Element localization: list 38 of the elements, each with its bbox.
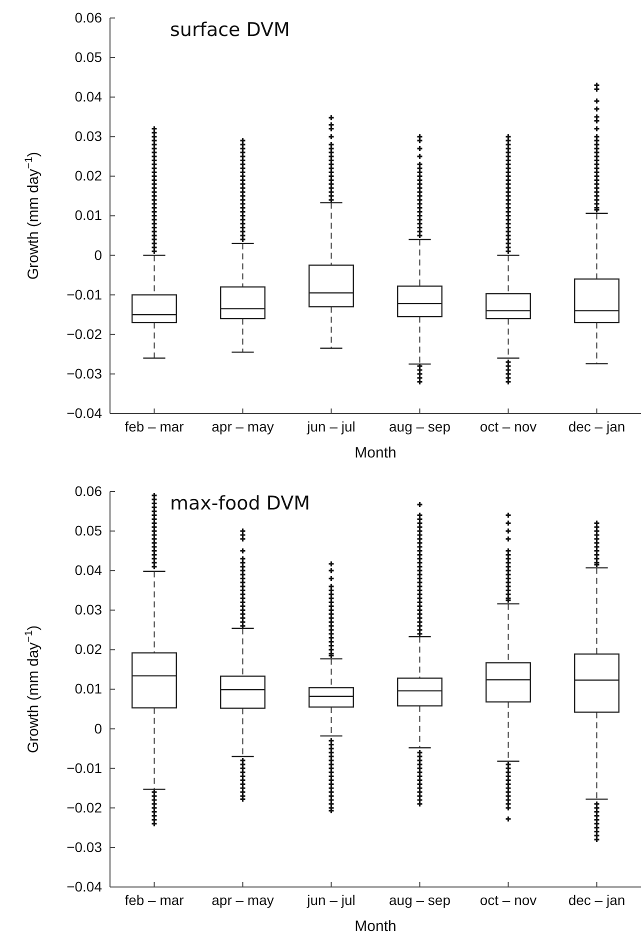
y-tick-label: 0.05 (74, 49, 102, 66)
y-tick-label: 0.03 (74, 128, 102, 144)
x-tick-label: apr – may (212, 892, 274, 908)
y-tick-label: 0.04 (74, 562, 102, 578)
y-tick-label: 0.06 (74, 482, 102, 499)
y-tick-label: 0.01 (74, 207, 102, 224)
y-tick-label: 0.06 (74, 9, 102, 26)
x-tick-label: jun – jul (306, 892, 356, 908)
x-tick-label: feb – mar (124, 892, 184, 908)
chart-title: surface DVM (170, 19, 290, 41)
x-tick-label: feb – mar (124, 418, 184, 434)
y-tick-label: 0.03 (74, 602, 102, 618)
y-tick-label: 0.01 (74, 680, 102, 697)
x-tick-label: dec – jan (568, 892, 626, 908)
y-tick-label: −0.02 (66, 326, 102, 342)
x-tick-label: oct – nov (480, 418, 537, 434)
y-tick-label: 0.02 (74, 168, 102, 184)
x-tick-label: aug – sep (389, 892, 451, 908)
x-axis-title: Month (354, 444, 396, 462)
x-tick-label: dec – jan (568, 418, 626, 434)
y-tick-label: −0.02 (66, 799, 102, 816)
x-tick-label: jun – jul (306, 418, 356, 434)
chart-title: max-food DVM (170, 492, 310, 514)
x-tick-label: aug – sep (389, 418, 451, 434)
y-tick-label: 0.02 (74, 641, 102, 658)
y-tick-label: −0.01 (66, 760, 102, 776)
y-tick-label: 0 (94, 720, 102, 736)
y-tick-label: 0.04 (74, 88, 102, 105)
x-tick-label: oct – nov (480, 892, 537, 908)
y-tick-label: −0.04 (66, 404, 102, 421)
y-tick-label: 0 (94, 246, 102, 263)
x-tick-label: apr – may (212, 418, 274, 434)
x-axis-title: Month (354, 918, 396, 935)
y-tick-label: −0.03 (66, 365, 102, 382)
y-tick-label: −0.01 (66, 286, 102, 302)
y-tick-label: 0.05 (74, 522, 102, 539)
y-tick-label: −0.04 (66, 878, 102, 894)
y-tick-label: −0.03 (66, 838, 102, 855)
